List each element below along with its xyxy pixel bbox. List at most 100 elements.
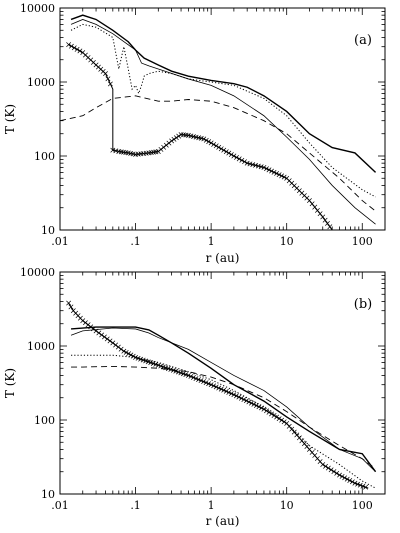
ticks <box>59 7 386 231</box>
cross-marker <box>337 472 342 478</box>
cross-marker <box>328 467 334 473</box>
y-tick-label: 10000 <box>20 2 55 15</box>
cross-marker <box>243 398 249 404</box>
cross-marker <box>309 201 315 207</box>
cross-marker <box>281 174 287 180</box>
cross-marker <box>169 138 175 144</box>
cross-marker <box>342 475 348 481</box>
cross-marker <box>281 419 287 425</box>
x-axis-title: r (au) <box>206 251 240 265</box>
cross-marker <box>320 462 326 467</box>
cross-marker <box>306 198 312 203</box>
cross-marker <box>99 332 105 338</box>
cross-marker <box>213 143 219 149</box>
cross-marker <box>128 352 134 358</box>
y-tick-label: 10000 <box>20 266 55 279</box>
cross-marker <box>130 353 136 359</box>
cross-marker <box>246 399 252 405</box>
cross-marker <box>317 211 323 217</box>
cross-marker <box>255 163 261 169</box>
ticks <box>59 271 386 495</box>
cross-marker <box>163 142 169 148</box>
cross-marker <box>68 43 74 49</box>
cross-marker <box>314 207 320 213</box>
cross-marker <box>323 463 328 469</box>
cross-marker <box>218 386 224 392</box>
cross-marker <box>206 139 212 145</box>
cross-marker <box>85 322 91 328</box>
x-tick-label: 10 <box>280 499 294 512</box>
y-axis-title: T (K) <box>3 368 17 398</box>
series-dashed <box>60 95 376 212</box>
cross-marker <box>228 152 234 157</box>
cross-marker <box>274 171 280 176</box>
cross-marker <box>339 474 345 479</box>
cross-marker <box>258 405 264 411</box>
x-tick-label: .01 <box>51 499 69 512</box>
cross-marker <box>115 344 121 350</box>
cross-marker <box>233 393 239 399</box>
cross-marker <box>218 146 224 152</box>
x-tick-label: .01 <box>51 235 69 248</box>
cross-marker <box>266 167 272 173</box>
x-tick-label: .1 <box>130 499 141 512</box>
y-tick-label: 100 <box>34 150 55 163</box>
series-solid-thick <box>70 14 377 173</box>
cross-marker <box>166 140 172 146</box>
cross-marker <box>185 373 191 378</box>
cross-marker <box>113 148 119 154</box>
cross-marker <box>203 137 209 143</box>
cross-marker <box>104 336 110 342</box>
cross-marker <box>196 377 201 383</box>
x-tick-label: 100 <box>352 499 373 512</box>
cross-marker <box>223 149 229 155</box>
panel-label: (b) <box>354 297 372 312</box>
cross-marker <box>261 165 267 170</box>
cross-marker <box>236 394 242 400</box>
cross-marker <box>190 375 196 380</box>
cross-marker <box>193 376 199 381</box>
cross-marker <box>226 389 232 395</box>
cross-marker <box>68 304 74 310</box>
cross-marker <box>113 342 119 348</box>
cross-marker <box>248 400 254 406</box>
cross-marker <box>347 478 353 483</box>
cross-marker <box>241 397 247 402</box>
cross-marker <box>107 81 113 87</box>
series-solid-thin <box>70 327 376 473</box>
cross-marker <box>247 161 253 167</box>
cross-marker <box>256 404 262 410</box>
series-line <box>70 327 376 473</box>
cross-marker <box>105 76 111 82</box>
cross-marker <box>82 320 88 326</box>
cross-marker <box>271 413 277 418</box>
x-tick-label: .1 <box>130 235 141 248</box>
series-dotted <box>70 23 376 198</box>
cross-marker <box>66 42 72 48</box>
cross-marker <box>77 48 83 54</box>
cross-marker <box>71 45 77 51</box>
x-tick-label: 1 <box>208 235 215 248</box>
cross-marker <box>271 169 277 175</box>
cross-marker <box>244 160 250 166</box>
cross-marker <box>110 340 116 346</box>
cross-marker <box>325 465 331 471</box>
y-tick-label: 100 <box>34 414 55 427</box>
cross-marker <box>242 159 247 165</box>
cross-marker <box>231 153 237 159</box>
cross-marker <box>320 214 326 220</box>
cross-marker <box>355 481 361 487</box>
cross-marker <box>107 338 113 344</box>
cross-marker <box>266 409 272 415</box>
cross-marker <box>198 378 204 384</box>
cross-marker <box>88 324 94 330</box>
cross-marker <box>216 385 222 391</box>
cross-marker <box>250 162 256 168</box>
cross-marker <box>269 411 274 417</box>
series-line <box>71 354 376 489</box>
y-tick-label: 1000 <box>27 76 55 89</box>
chart-panel-a: .01 .1 1 10 100 10 100 1000 10000 r (au) T (K) (a) <box>3 2 386 265</box>
series-line <box>70 23 376 198</box>
cross-marker <box>158 146 164 152</box>
plot-frame <box>59 271 386 495</box>
